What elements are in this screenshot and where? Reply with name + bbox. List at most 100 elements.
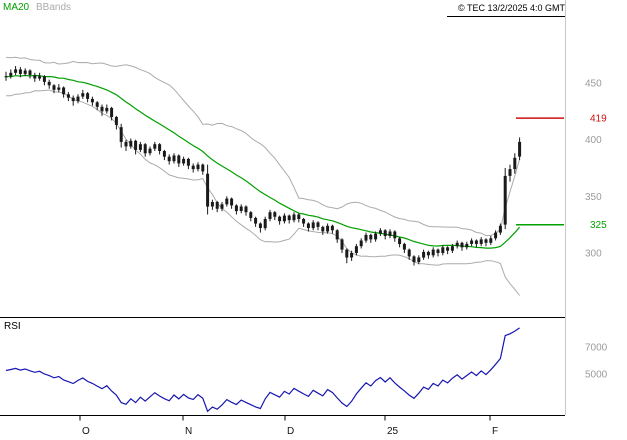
candle-body	[436, 249, 440, 253]
price-tick-label: 300	[585, 249, 602, 260]
time-tick-label: N	[185, 426, 192, 437]
candle-body	[33, 75, 37, 79]
candle-body	[393, 231, 397, 239]
candle-body	[494, 232, 498, 239]
candle-body	[254, 217, 258, 224]
candle-body	[441, 247, 445, 253]
candle-body	[220, 204, 224, 209]
candle-body	[292, 214, 296, 221]
bband-upper-line	[5, 56, 521, 236]
candle-body	[369, 234, 373, 240]
candle-body	[450, 246, 454, 251]
candle-body	[345, 249, 349, 258]
candle-body	[326, 225, 330, 232]
candle-body	[407, 249, 411, 257]
candle-body	[388, 231, 392, 236]
candle-body	[460, 242, 464, 248]
candle-body	[350, 253, 354, 258]
rsi-pane	[5, 327, 520, 413]
candle-body	[258, 223, 262, 228]
candle-body	[191, 165, 195, 170]
candle-body	[143, 144, 147, 154]
candle-body	[364, 234, 368, 241]
candle-body	[182, 158, 186, 164]
rsi-tick-label: 7000	[585, 343, 608, 354]
time-tick-label: F	[492, 426, 498, 437]
candle-body	[90, 98, 94, 103]
candle-body	[426, 251, 430, 256]
copyright-text: © TEC 13/2/2025 4:0 GMT	[457, 3, 565, 13]
rsi-line	[5, 327, 520, 413]
candle-body	[311, 222, 315, 229]
time-tick-label: O	[82, 426, 90, 437]
candle-body	[114, 117, 118, 125]
candle-body	[340, 239, 344, 250]
candle-body	[508, 169, 512, 176]
candle-body	[330, 225, 334, 231]
candle-body	[470, 240, 474, 244]
candle-body	[359, 240, 363, 247]
price-tick-label: 350	[585, 192, 602, 203]
candle-body	[234, 205, 238, 212]
candle-body	[167, 156, 171, 162]
candle-body	[489, 238, 493, 243]
candle-body	[134, 140, 138, 150]
candle-body	[518, 141, 522, 157]
level-label-325: 325	[590, 220, 607, 231]
candle-body	[513, 157, 517, 170]
rsi-tick-label: 5000	[585, 370, 608, 381]
candle-body	[76, 96, 80, 102]
candle-body	[47, 81, 51, 86]
candle-body	[474, 240, 478, 244]
candle-body	[321, 226, 325, 232]
candle-body	[119, 127, 123, 142]
candle-body	[52, 85, 56, 90]
candle-body	[422, 251, 426, 258]
candle-body	[14, 69, 18, 73]
candle-body	[100, 106, 104, 112]
candle-body	[172, 155, 176, 162]
candle-body	[378, 230, 382, 234]
candle-body	[81, 93, 85, 97]
candle-body	[215, 202, 219, 209]
candle-body	[306, 223, 310, 228]
candle-body	[244, 206, 248, 213]
candle-body	[225, 198, 229, 205]
candle-body	[239, 206, 243, 211]
candle-body	[412, 256, 416, 263]
time-tick-label: 25	[387, 426, 399, 437]
candle-body	[38, 76, 42, 79]
main-price-pane	[4, 56, 522, 296]
candle-body	[287, 215, 291, 221]
candle-body	[273, 212, 277, 217]
candle-body	[417, 257, 421, 262]
candle-body	[110, 107, 114, 117]
candle-body	[4, 76, 8, 78]
candle-body	[42, 76, 46, 82]
candle-body	[153, 144, 157, 149]
candle-body	[86, 93, 90, 99]
candle-body	[316, 222, 320, 227]
candle-body	[138, 144, 142, 150]
candle-body	[297, 214, 301, 219]
candle-body	[28, 70, 32, 75]
candle-body	[402, 243, 406, 250]
candle-body	[105, 107, 109, 112]
candle-body	[302, 219, 306, 224]
candle-body	[263, 219, 267, 229]
candle-body	[282, 215, 286, 222]
candle-body	[196, 164, 200, 170]
candle-body	[484, 239, 488, 243]
ma20-line	[5, 74, 521, 249]
candle-body	[129, 140, 133, 147]
candle-body	[335, 230, 339, 240]
candle-body	[23, 70, 27, 74]
bband-lower-line	[6, 89, 520, 296]
candle-body	[177, 155, 181, 164]
candle-body	[201, 164, 205, 172]
candle-body	[455, 242, 459, 247]
candle-body	[374, 233, 378, 240]
candle-body	[503, 175, 507, 225]
